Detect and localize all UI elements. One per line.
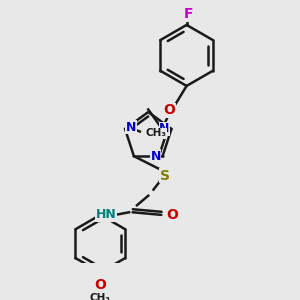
Text: O: O <box>94 278 106 292</box>
Text: CH₃: CH₃ <box>145 128 166 138</box>
Text: HN: HN <box>96 208 117 221</box>
Text: N: N <box>159 122 170 135</box>
Text: O: O <box>163 103 175 117</box>
Text: CH₃: CH₃ <box>90 293 111 300</box>
Text: O: O <box>166 208 178 222</box>
Text: F: F <box>184 8 193 22</box>
Text: S: S <box>160 169 170 183</box>
Text: N: N <box>126 121 136 134</box>
Text: N: N <box>150 150 161 163</box>
